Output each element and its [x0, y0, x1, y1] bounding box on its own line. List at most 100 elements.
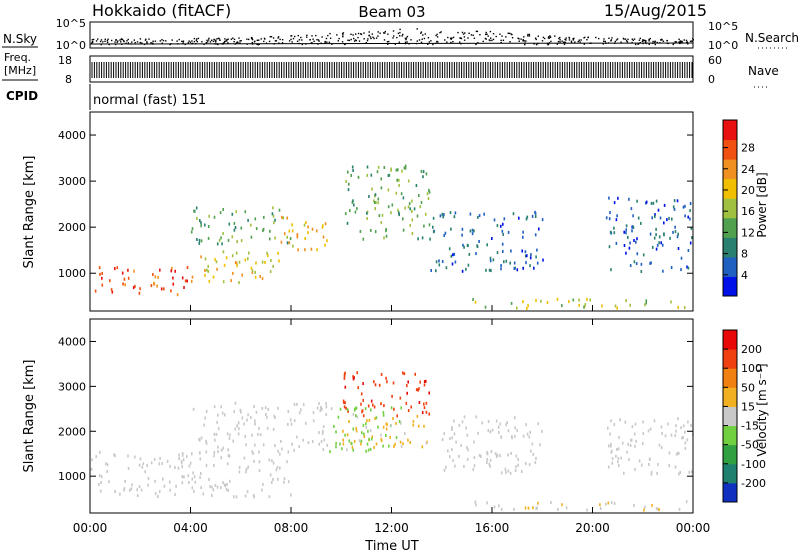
heatmap-cell	[633, 504, 635, 508]
heatmap-cell	[463, 464, 465, 468]
heatmap-cell	[451, 448, 453, 452]
noise-point	[193, 40, 196, 43]
heatmap-cell	[529, 256, 532, 260]
heatmap-cell	[146, 463, 148, 467]
heatmap-cell	[367, 429, 369, 433]
heatmap-cell	[635, 240, 637, 244]
heatmap-cell	[561, 503, 563, 507]
noise-point	[182, 42, 184, 45]
heatmap-cell	[625, 251, 627, 255]
noise-point	[377, 35, 379, 37]
heatmap-cell	[377, 165, 380, 169]
heatmap-cell	[236, 424, 238, 428]
heatmap-cell	[342, 442, 345, 446]
heatmap-cell	[353, 408, 356, 412]
noise-point	[298, 39, 301, 41]
heatmap-cell	[535, 299, 537, 302]
heatmap-cell	[221, 242, 223, 246]
heatmap-cell	[660, 241, 662, 245]
heatmap-cell	[368, 437, 370, 441]
heatmap-cell	[458, 454, 460, 458]
heatmap-cell	[371, 435, 374, 439]
heatmap-cell	[415, 388, 418, 392]
noise-point	[475, 43, 477, 45]
heatmap-cell	[356, 371, 358, 375]
heatmap-cell	[441, 260, 444, 263]
noise-point	[406, 35, 409, 38]
noise-point	[524, 42, 526, 44]
colorbar-swatch	[723, 330, 737, 350]
noise-point	[675, 41, 677, 43]
heatmap-cell	[684, 446, 687, 450]
heatmap-cell	[390, 167, 392, 171]
noise-point	[393, 35, 395, 37]
heatmap-cell	[356, 415, 359, 419]
heatmap-cell	[668, 216, 670, 220]
colorbar-tick-label: 24	[741, 163, 755, 176]
heatmap-cell	[391, 203, 394, 207]
heatmap-cell	[472, 467, 475, 471]
heatmap-cell	[322, 425, 325, 429]
heatmap-cell	[136, 494, 139, 497]
heatmap-cell	[211, 485, 213, 489]
heatmap-cell	[369, 447, 372, 451]
heatmap-cell	[200, 472, 202, 476]
heatmap-cell	[565, 506, 568, 510]
heatmap-cell	[412, 419, 415, 423]
heatmap-cell	[388, 173, 391, 177]
heatmap-cell	[352, 377, 355, 381]
heatmap-cell	[359, 229, 362, 233]
noise-point	[656, 41, 658, 44]
noise-point	[638, 39, 641, 41]
heatmap-cell	[287, 480, 290, 484]
heatmap-cell	[271, 459, 273, 463]
colorbar-swatch	[723, 198, 737, 219]
x-axis-label: Time UT	[364, 539, 418, 554]
heatmap-cell	[609, 444, 612, 448]
heatmap-cell	[473, 229, 475, 233]
y-tick-label: 1000	[58, 470, 86, 483]
noise-point	[120, 38, 122, 41]
heatmap-cell	[557, 508, 559, 511]
heatmap-cell	[174, 466, 176, 469]
heatmap-cell	[346, 448, 348, 452]
heatmap-cell	[375, 416, 378, 420]
heatmap-cell	[366, 442, 369, 446]
noise-point	[309, 39, 311, 41]
heatmap-cell	[613, 502, 616, 505]
noise-point	[447, 36, 449, 39]
heatmap-cell	[383, 236, 385, 240]
heatmap-cell	[467, 263, 470, 267]
heatmap-cell	[262, 227, 265, 231]
noise-point	[602, 43, 604, 45]
noise-point	[460, 37, 463, 40]
heatmap-cell	[204, 273, 206, 277]
noise-point	[511, 37, 514, 39]
heatmap-cell	[655, 233, 657, 237]
heatmap-cell	[287, 422, 289, 426]
heatmap-cell	[424, 212, 427, 216]
noise-point	[127, 42, 130, 44]
noise-left-tick-bottom: 10^0	[56, 39, 86, 52]
noise-point	[428, 41, 430, 43]
heatmap-cell	[625, 231, 627, 235]
heatmap-cell	[634, 444, 636, 448]
heatmap-cell	[655, 247, 658, 251]
noise-point	[191, 40, 193, 42]
velocity-panel-frame	[89, 318, 694, 514]
heatmap-cell	[496, 453, 499, 457]
heatmap-cell	[689, 241, 692, 245]
power-y-axis-label: Slant Range [km]	[22, 156, 37, 269]
noise-point	[383, 39, 386, 41]
heatmap-cell	[190, 230, 193, 234]
heatmap-cell	[169, 464, 171, 468]
heatmap-cell	[682, 436, 684, 440]
noise-point	[573, 37, 575, 40]
heatmap-cell	[658, 508, 660, 512]
noise-point	[306, 36, 308, 38]
heatmap-cell	[335, 430, 337, 434]
noise-point	[632, 39, 634, 41]
noise-point	[312, 38, 314, 40]
heatmap-cell	[682, 205, 685, 209]
noise-point	[424, 33, 426, 35]
